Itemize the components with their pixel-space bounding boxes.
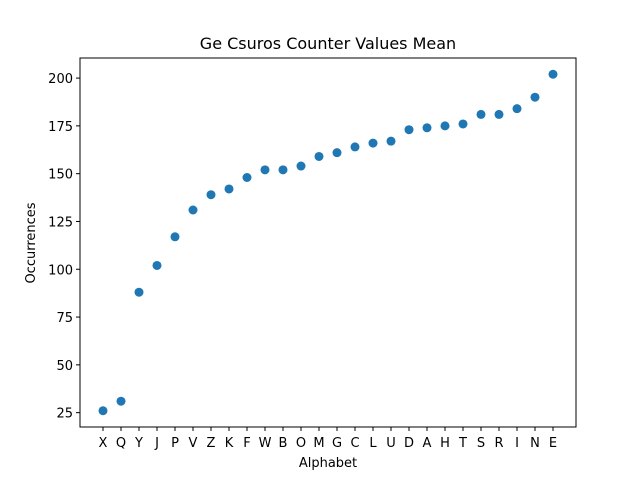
data-point xyxy=(512,104,522,114)
x-tick-label: O xyxy=(296,436,306,451)
x-tick-label: U xyxy=(386,436,396,451)
x-tick-label: S xyxy=(477,436,485,451)
x-tick-label: B xyxy=(279,436,288,451)
x-tick-label: Y xyxy=(134,436,143,451)
y-axis-label: Occurrences xyxy=(24,202,39,283)
data-point xyxy=(476,109,486,119)
x-tick-label: X xyxy=(99,436,108,451)
data-point xyxy=(152,260,162,270)
y-axis: 25 50 75 100 125 150 175 200 xyxy=(48,72,80,422)
data-point xyxy=(404,125,414,135)
data-point xyxy=(530,92,540,102)
data-point xyxy=(350,142,360,152)
y-tick-label: 75 xyxy=(56,311,73,326)
x-tick-label: L xyxy=(369,436,377,451)
x-tick-label: C xyxy=(350,436,359,451)
y-tick-label: 125 xyxy=(48,215,73,230)
x-tick-label: R xyxy=(494,436,503,451)
data-point xyxy=(548,69,558,79)
x-tick-label: I xyxy=(515,436,519,451)
x-tick-label: E xyxy=(549,436,557,451)
y-tick-label: 25 xyxy=(56,407,73,422)
data-point xyxy=(206,190,216,200)
data-point xyxy=(440,121,450,131)
x-tick-label: T xyxy=(458,436,467,451)
data-point xyxy=(242,172,252,182)
data-point xyxy=(422,123,432,133)
data-point xyxy=(332,148,342,158)
y-tick-label: 175 xyxy=(48,120,73,135)
data-point xyxy=(314,151,324,161)
x-tick-label: Z xyxy=(207,436,216,451)
data-point xyxy=(170,232,180,242)
x-tick-label: A xyxy=(423,436,432,451)
x-tick-label: V xyxy=(189,436,198,451)
data-point xyxy=(260,165,270,175)
x-tick-label: N xyxy=(530,436,540,451)
data-points xyxy=(98,69,558,416)
x-axis-label: Alphabet xyxy=(299,456,357,471)
x-tick-label: P xyxy=(171,436,179,451)
data-point xyxy=(386,136,396,146)
data-point xyxy=(224,184,234,194)
y-tick-label: 50 xyxy=(56,359,73,374)
x-tick-label: M xyxy=(313,436,324,451)
data-point xyxy=(368,138,378,148)
x-tick-label: D xyxy=(404,436,414,451)
data-point xyxy=(116,396,126,406)
plot-area-frame xyxy=(79,57,577,428)
x-tick-label: F xyxy=(243,436,250,451)
data-point xyxy=(134,287,144,297)
y-tick-label: 100 xyxy=(48,263,73,278)
x-tick-label: W xyxy=(259,436,272,451)
data-point xyxy=(188,205,198,215)
data-point xyxy=(98,406,108,416)
data-point xyxy=(458,119,468,129)
x-tick-label: Q xyxy=(116,436,126,451)
x-tick-label: H xyxy=(440,436,450,451)
data-point xyxy=(494,109,504,119)
chart-title: Ge Csuros Counter Values Mean xyxy=(200,34,456,53)
data-point xyxy=(296,161,306,171)
y-tick-label: 200 xyxy=(48,72,73,87)
y-tick-label: 150 xyxy=(48,168,73,183)
data-point xyxy=(278,165,288,175)
x-tick-label: J xyxy=(154,436,159,451)
x-tick-label: G xyxy=(332,436,342,451)
x-tick-label: K xyxy=(225,436,234,451)
